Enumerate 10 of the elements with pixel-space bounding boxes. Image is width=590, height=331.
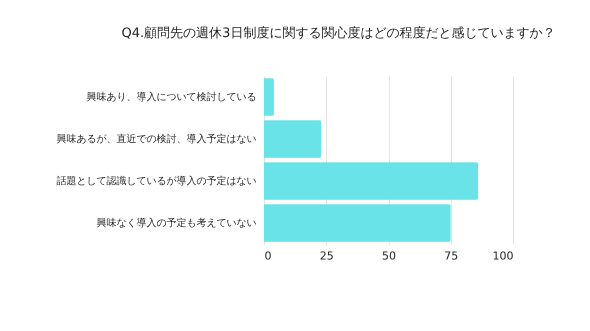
x-tick-label: 0: [264, 250, 272, 262]
x-tick-label: 50: [382, 250, 396, 262]
x-tick-label: 25: [320, 250, 334, 262]
x-tick-label: 75: [444, 250, 458, 262]
y-tick-label: 興味あるが、直近での検討、導入予定はない: [56, 133, 256, 145]
y-tick-label: 話題として認識しているが導入の予定はない: [56, 175, 256, 187]
chart-title: Q4.顧問先の週休3日制度に関する関心度はどの程度だと感じていますか？: [122, 25, 556, 41]
x-tick-label: 100: [492, 250, 514, 262]
y-tick-label: 興味なく導入の予定も考えていない: [96, 217, 256, 229]
y-tick-label: 興味あり、導入について検討している: [86, 91, 256, 103]
